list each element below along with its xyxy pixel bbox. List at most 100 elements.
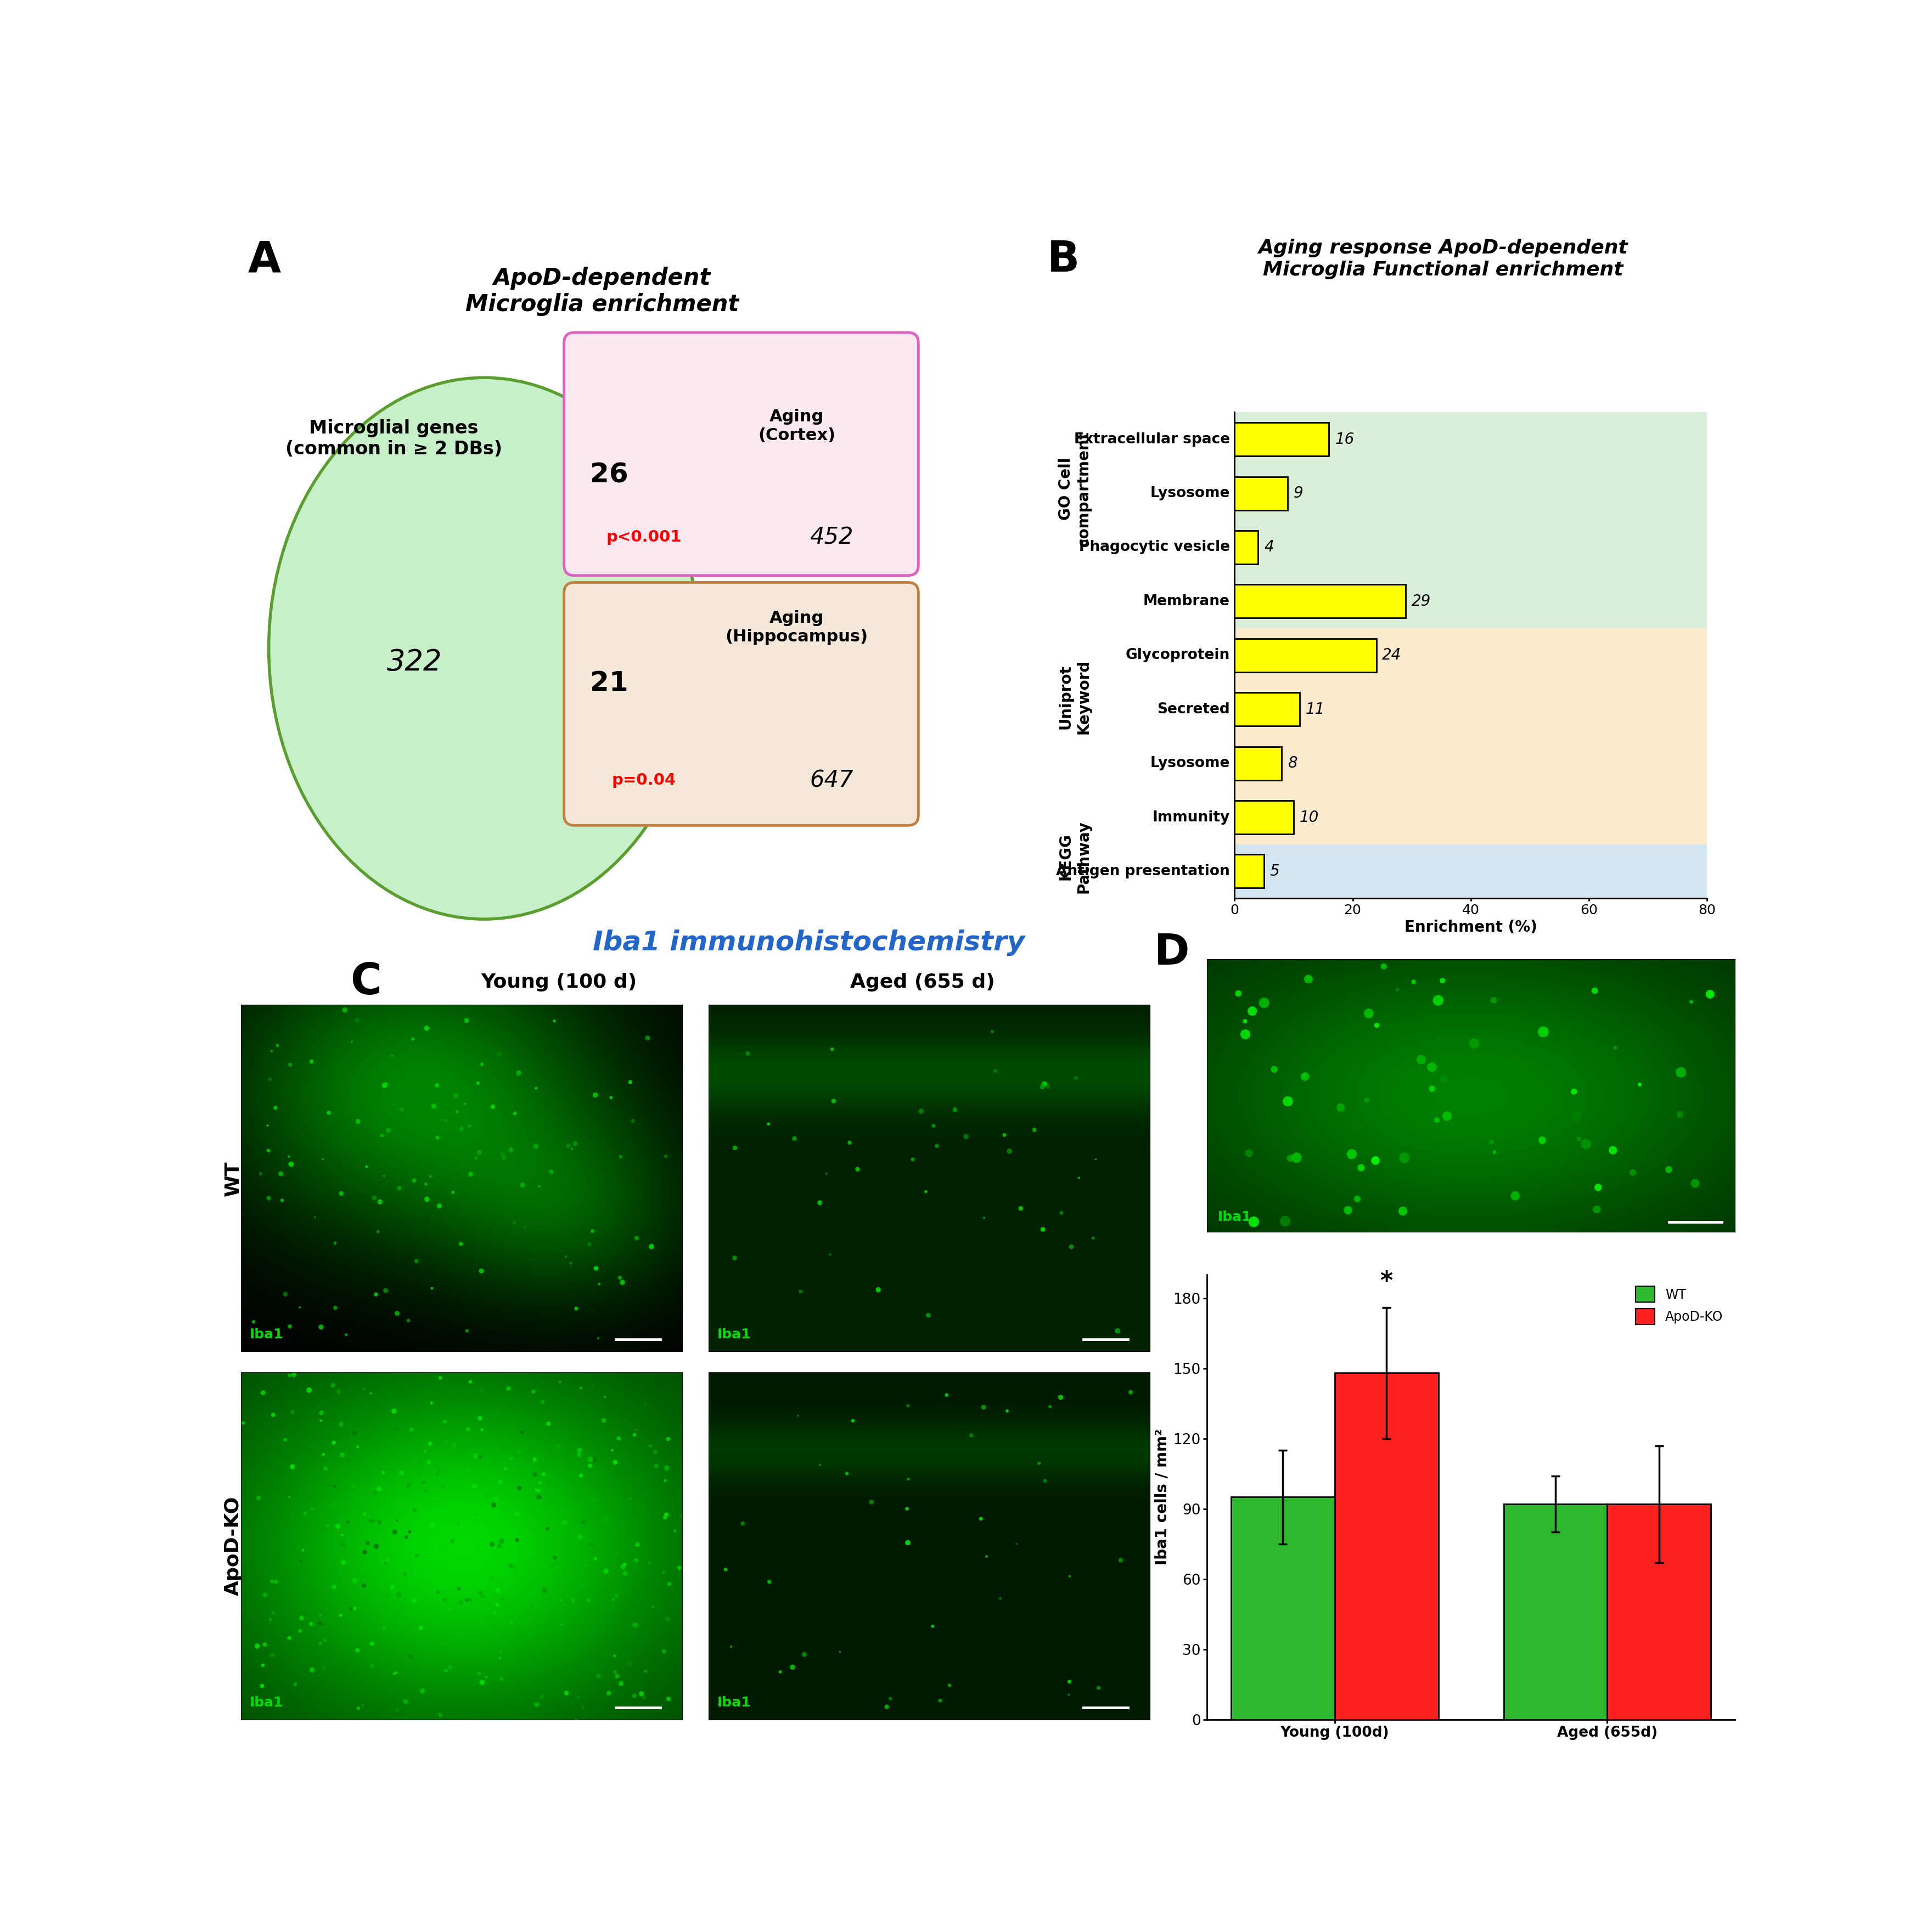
- Point: [603, 1422, 634, 1453]
- Point: [493, 1165, 524, 1196]
- Point: [382, 1463, 412, 1493]
- Point: [464, 1441, 495, 1472]
- Point: [401, 1246, 432, 1277]
- Point: [1597, 1134, 1628, 1165]
- Text: Young (100 d): Young (100 d): [482, 972, 636, 991]
- Point: [310, 1625, 341, 1656]
- Point: [815, 1238, 846, 1269]
- Point: [324, 1598, 355, 1629]
- Point: [871, 1690, 902, 1721]
- Point: [584, 1269, 615, 1300]
- Legend: WT, ApoD-KO: WT, ApoD-KO: [1630, 1281, 1729, 1329]
- Point: [509, 1609, 540, 1640]
- Point: [276, 1049, 306, 1080]
- Point: [732, 1037, 763, 1068]
- Point: [1023, 1447, 1054, 1478]
- Point: [603, 1461, 634, 1492]
- Point: [355, 1378, 385, 1408]
- Point: [245, 1159, 276, 1190]
- Point: [335, 1594, 366, 1625]
- Point: [967, 1391, 998, 1422]
- Point: [156, 1517, 187, 1548]
- Point: [466, 1580, 497, 1611]
- Point: [524, 1482, 555, 1513]
- Point: [410, 1169, 441, 1200]
- Point: [258, 1598, 289, 1629]
- Point: [476, 1563, 507, 1594]
- Point: [453, 1526, 484, 1557]
- Point: [1056, 1231, 1087, 1262]
- Point: [443, 1420, 474, 1451]
- Point: [410, 1476, 441, 1507]
- Point: [328, 1439, 358, 1470]
- Point: [397, 1024, 428, 1055]
- Text: A: A: [249, 240, 281, 280]
- Point: [383, 1596, 414, 1627]
- Point: [584, 1660, 615, 1690]
- Point: [378, 1571, 409, 1602]
- Point: [439, 1430, 470, 1461]
- Point: [347, 1690, 378, 1721]
- Point: [383, 1173, 414, 1204]
- Point: [464, 1403, 495, 1434]
- Point: [1416, 1051, 1447, 1082]
- Point: [424, 1534, 455, 1565]
- Point: [599, 1640, 630, 1671]
- Point: [484, 1530, 515, 1561]
- Point: [372, 1115, 403, 1146]
- Point: [461, 1551, 491, 1582]
- Point: [1326, 1092, 1357, 1122]
- Point: [181, 1468, 212, 1499]
- Point: [353, 1420, 383, 1451]
- Point: [892, 1493, 923, 1524]
- Text: KEGG
Pathway: KEGG Pathway: [1058, 821, 1091, 893]
- Point: [580, 1544, 611, 1575]
- Point: [274, 1312, 304, 1343]
- Point: [382, 1505, 412, 1536]
- Point: [301, 1633, 331, 1663]
- Point: [405, 1613, 436, 1644]
- Text: Microglial genes
(common in ≥ 2 DBs): Microglial genes (common in ≥ 2 DBs): [285, 419, 503, 458]
- Point: [314, 1097, 345, 1128]
- Point: [582, 1323, 613, 1354]
- Point: [732, 1631, 763, 1662]
- Point: [489, 1453, 520, 1484]
- Point: [501, 1130, 532, 1161]
- Point: [451, 1584, 482, 1615]
- Point: [488, 1138, 518, 1169]
- Point: [364, 1507, 395, 1538]
- Point: [266, 1184, 297, 1215]
- Point: [297, 1493, 328, 1524]
- Point: [301, 1202, 331, 1233]
- Point: [353, 980, 383, 1010]
- Point: [1459, 1028, 1490, 1059]
- Point: [389, 1631, 420, 1662]
- Point: [249, 1378, 279, 1408]
- Text: Aged (655 d): Aged (655 d): [850, 972, 994, 991]
- Point: [462, 1068, 493, 1099]
- Point: [1499, 1180, 1530, 1211]
- Point: [358, 1665, 389, 1696]
- Text: Iba1: Iba1: [251, 1327, 283, 1341]
- Point: [1368, 951, 1399, 981]
- Point: [509, 1432, 540, 1463]
- Point: [1293, 964, 1324, 995]
- Point: [495, 1549, 526, 1580]
- Point: [636, 1231, 667, 1262]
- Point: [1665, 1057, 1696, 1088]
- Point: [356, 1505, 387, 1536]
- Point: [588, 1405, 619, 1435]
- Point: [906, 1095, 937, 1126]
- Point: [549, 1507, 580, 1538]
- Point: [266, 1495, 297, 1526]
- Point: [482, 1590, 513, 1621]
- Point: [462, 1395, 493, 1426]
- Point: [241, 1631, 272, 1662]
- Point: [430, 1105, 461, 1136]
- Point: [424, 1362, 455, 1393]
- Point: [455, 1366, 486, 1397]
- Point: [1426, 966, 1457, 997]
- FancyBboxPatch shape: [565, 332, 917, 576]
- Point: [804, 1188, 834, 1219]
- Point: [339, 1565, 370, 1596]
